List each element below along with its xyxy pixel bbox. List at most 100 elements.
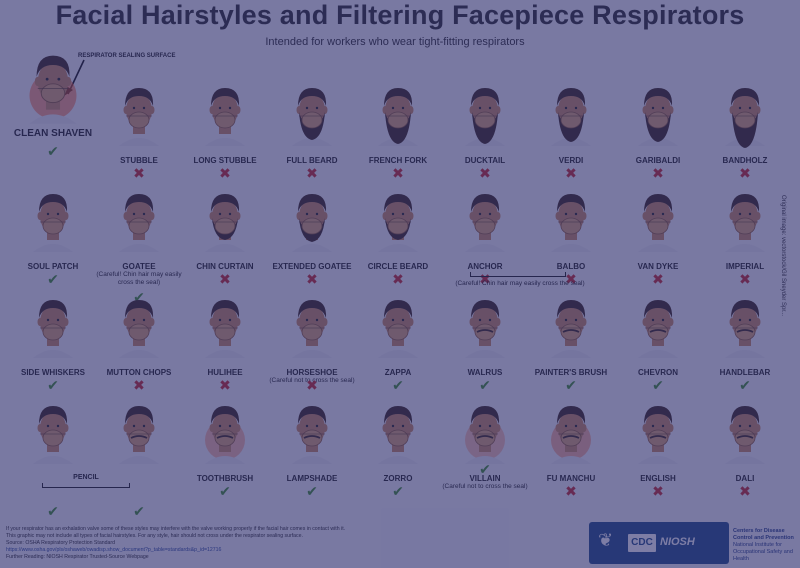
hairstyle-label: DALI: [735, 474, 755, 483]
face-illustration-icon: [725, 194, 765, 252]
hairstyle-card: BALBO ✖: [526, 186, 616, 294]
face-illustration-icon: [292, 194, 332, 252]
not-allowed-x-icon: ✖: [219, 165, 231, 181]
not-allowed-x-icon: ✖: [219, 271, 231, 287]
hairstyle-card: TOOTHBRUSH ✔: [180, 398, 270, 506]
face-illustration-icon: [725, 300, 765, 358]
face-illustration-icon: [378, 88, 418, 146]
face-illustration-icon: [551, 406, 591, 464]
not-allowed-x-icon: ✖: [739, 165, 751, 181]
face-illustration-icon: [465, 300, 505, 358]
pencil-label: PENCIL: [73, 474, 99, 481]
hairstyle-card: SOUL PATCH ✔: [8, 186, 98, 294]
hairstyle-card: ✔: [8, 398, 98, 518]
not-allowed-x-icon: ✖: [306, 165, 318, 181]
allowed-check-icon: ✔: [47, 143, 59, 159]
footer-source-link[interactable]: https://www.osha.gov/pls/oshaweb/owadisp…: [6, 547, 222, 553]
hairstyle-label: HANDLEBAR: [719, 368, 771, 377]
not-allowed-x-icon: ✖: [565, 165, 577, 181]
hairstyle-card: PAINTER'S BRUSH ✔: [526, 292, 616, 400]
hairstyle-card: CHIN CURTAIN ✖: [180, 186, 270, 294]
face-illustration-icon: [205, 194, 245, 252]
face-illustration-icon: [119, 88, 159, 146]
hairstyle-card: EXTENDED GOATEE ✖: [267, 186, 357, 294]
face-illustration-icon: [205, 406, 245, 464]
footer-line-5: Further Reading: NIOSH Respirator Truste…: [6, 554, 149, 560]
hairstyle-card: WALRUS ✔: [440, 292, 530, 400]
allowed-check-icon: ✔: [219, 483, 231, 499]
not-allowed-x-icon: ✖: [652, 483, 664, 499]
hairstyle-label: BANDHOLZ: [722, 156, 768, 165]
not-allowed-x-icon: ✖: [565, 483, 577, 499]
face-illustration-icon: [33, 300, 73, 358]
face-illustration-icon: [378, 406, 418, 464]
agency-name: Centers for Disease Control and Preventi…: [733, 528, 800, 563]
anchor-balbo-bracket: [470, 272, 566, 277]
hairstyle-card: FU MANCHU ✖: [526, 398, 616, 506]
hairstyle-card: VILLAIN (Careful not to cross the seal) ✔: [440, 398, 530, 506]
hairstyle-card: GOATEE (Careful! Chin hair may easily cro…: [94, 186, 184, 304]
footer-notes: If your respirator has an exhalation val…: [6, 526, 566, 561]
face-illustration-icon: [638, 406, 678, 464]
agency-name-cdc: Centers for Disease Control and Preventi…: [733, 528, 794, 541]
hairstyle-card: LONG STUBBLE ✖: [180, 80, 270, 188]
anchor-balbo-note: (Careful! Chin hair may easily cross the…: [455, 280, 585, 287]
face-illustration-icon: [551, 88, 591, 146]
hairstyle-card: CIRCLE BEARD ✖: [353, 186, 443, 294]
allowed-check-icon: ✔: [392, 483, 404, 499]
face-illustration-icon: [378, 300, 418, 358]
face-illustration-icon: [551, 300, 591, 358]
face-illustration-icon: [119, 194, 159, 252]
hairstyle-caution-note: (Careful! Chin hair may easily cross the…: [96, 271, 182, 286]
hairstyle-card: VERDI ✖: [526, 80, 616, 188]
face-illustration-icon: [29, 55, 77, 124]
face-illustration-icon: [551, 194, 591, 252]
face-illustration-icon: [725, 406, 765, 464]
hairstyle-card: ENGLISH ✖: [613, 398, 703, 506]
hairstyle-card: ZAPPA ✔: [353, 292, 443, 400]
face-illustration-icon: [292, 88, 332, 146]
hairstyle-card: DUCKTAIL ✖: [440, 80, 530, 188]
face-illustration-icon: [205, 88, 245, 146]
cdc-logo: CDC: [628, 534, 656, 552]
face-illustration-icon: [119, 300, 159, 358]
hairstyle-card: VAN DYKE ✖: [613, 186, 703, 294]
hairstyle-card: ✔: [94, 398, 184, 518]
allowed-check-icon: ✔: [479, 377, 491, 393]
face-illustration-icon: [292, 300, 332, 358]
not-allowed-x-icon: ✖: [306, 377, 318, 393]
hairstyle-card: HANDLEBAR ✔: [700, 292, 790, 400]
not-allowed-x-icon: ✖: [652, 165, 664, 181]
allowed-check-icon: ✔: [479, 461, 491, 477]
hairstyle-card: CLEAN SHAVEN ✔: [8, 46, 98, 158]
face-illustration-icon: [638, 88, 678, 146]
face-illustration-icon: [725, 88, 765, 148]
hairstyle-card: BANDHOLZ ✖: [700, 80, 790, 188]
pencil-bracket: [42, 483, 130, 488]
not-allowed-x-icon: ✖: [739, 271, 751, 287]
hairstyle-card: IMPERIAL ✖: [700, 186, 790, 294]
face-illustration-icon: [638, 300, 678, 358]
not-allowed-x-icon: ✖: [219, 377, 231, 393]
footer-line-2: This graphic may not include all types o…: [6, 533, 303, 539]
allowed-check-icon: ✔: [739, 377, 751, 393]
image-credit: Original image: vectorstock/Gil Sneyder …: [780, 195, 786, 317]
hairstyle-card: LAMPSHADE ✔: [267, 398, 357, 506]
allowed-check-icon: ✔: [392, 377, 404, 393]
face-illustration-icon: [465, 88, 505, 146]
footer-line-3: Source: OSHA Respiratory Protection Stan…: [6, 540, 115, 546]
allowed-check-icon: ✔: [133, 503, 145, 519]
face-illustration-icon: [292, 406, 332, 464]
face-illustration-icon: [465, 194, 505, 252]
hairstyle-card: STUBBLE ✖: [94, 80, 184, 188]
allowed-check-icon: ✔: [652, 377, 664, 393]
not-allowed-x-icon: ✖: [392, 271, 404, 287]
hairstyle-card: MUTTON CHOPS ✖: [94, 292, 184, 400]
agency-name-niosh: National Institute for Occupational Safe…: [733, 542, 793, 562]
not-allowed-x-icon: ✖: [479, 165, 491, 181]
hairstyle-card: HORSESHOE (Careful not to cross the seal)…: [267, 292, 357, 400]
niosh-logo: NIOSH: [660, 536, 695, 548]
hhs-eagle-icon: ❦: [598, 530, 614, 550]
hairstyle-card: CHEVRON ✔: [613, 292, 703, 400]
